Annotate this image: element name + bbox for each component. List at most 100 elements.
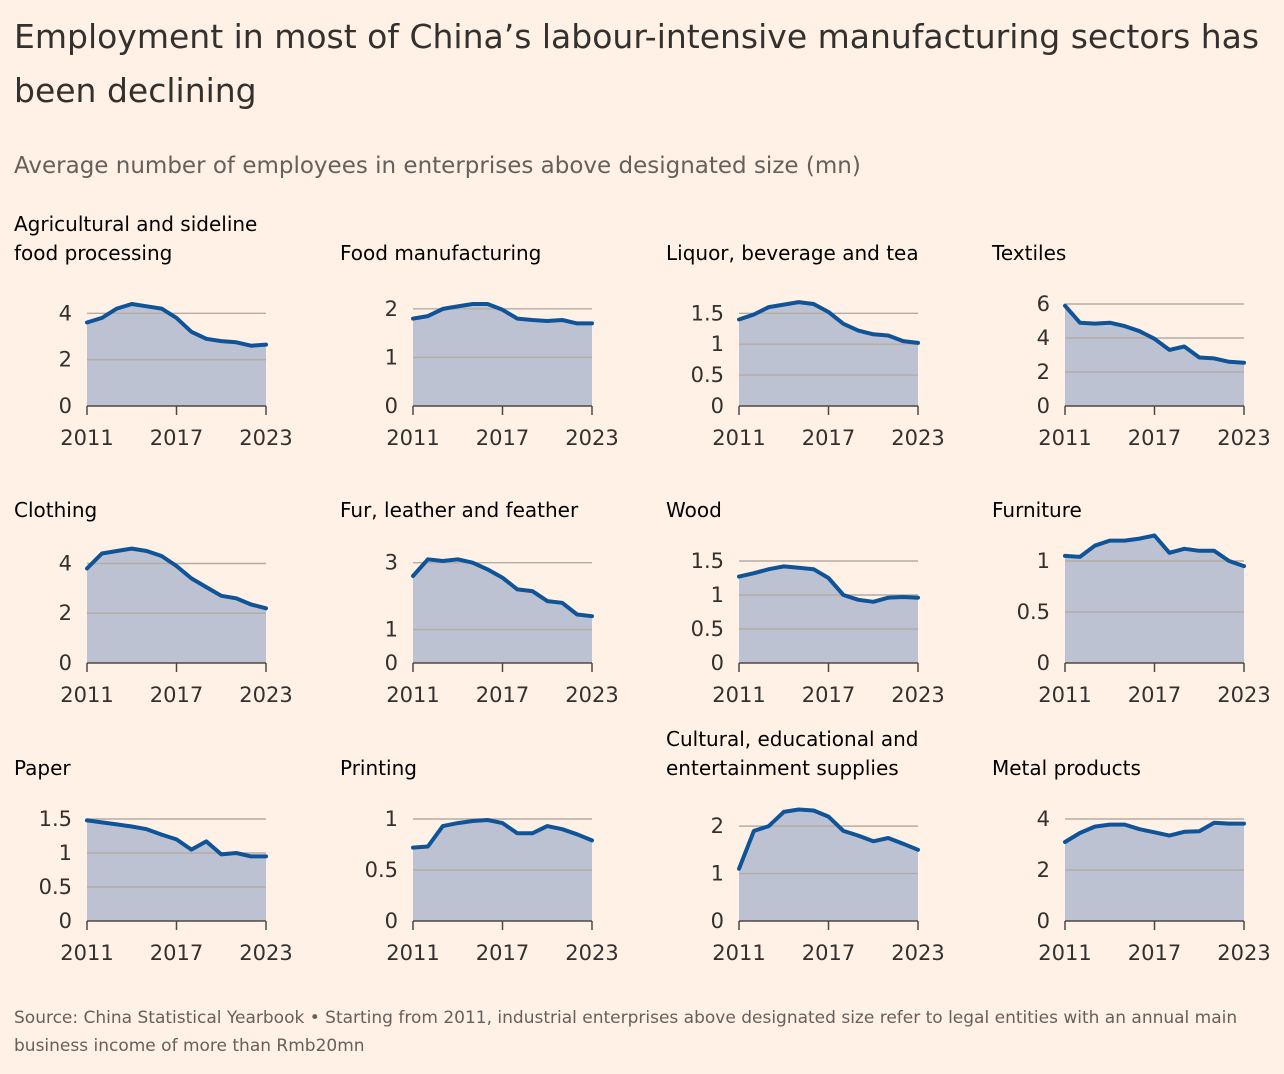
area-fill xyxy=(739,809,918,921)
panel-title: Clothing xyxy=(14,498,98,522)
y-tick-label: 0 xyxy=(385,909,398,933)
y-tick-label: 1.5 xyxy=(39,807,72,831)
panel-chart: 0 1 2 2011 2017 2023 xyxy=(711,807,945,965)
panel-chart: 0 0.5 1 2011 2017 2023 xyxy=(365,807,619,965)
x-tick-label: 2011 xyxy=(386,426,439,450)
area-fill xyxy=(1065,305,1244,406)
y-tick-label: 0.5 xyxy=(39,875,72,899)
x-tick-label: 2017 xyxy=(1128,941,1181,965)
area-fill xyxy=(87,548,266,663)
y-tick-label: 6 xyxy=(1037,292,1050,316)
x-tick-label: 2011 xyxy=(60,941,113,965)
y-tick-label: 0 xyxy=(1037,651,1050,675)
panel-chart: 0 1 2 2011 2017 2023 xyxy=(385,297,619,450)
x-tick-label: 2023 xyxy=(1217,683,1270,707)
area-fill xyxy=(739,302,918,406)
x-tick-label: 2017 xyxy=(802,941,855,965)
panel-chart: 0 0.5 1 2011 2017 2023 xyxy=(1017,533,1271,707)
panel-fur: Fur, leather and feather 0 1 3 2011 2017 2023 xyxy=(340,485,630,725)
y-tick-label: 0 xyxy=(59,909,72,933)
y-tick-label: 2 xyxy=(385,297,398,321)
x-tick-label: 2011 xyxy=(386,683,439,707)
x-tick-label: 2017 xyxy=(802,426,855,450)
x-tick-label: 2011 xyxy=(1038,941,1091,965)
panel-chart: 0 2 4 2011 2017 2023 xyxy=(59,546,293,707)
y-tick-label: 0 xyxy=(385,394,398,418)
y-tick-label: 4 xyxy=(59,301,72,325)
y-tick-label: 4 xyxy=(1037,807,1050,831)
panel-chart: 0 2 4 6 2011 2017 2023 xyxy=(1037,292,1271,450)
y-tick-label: 0.5 xyxy=(691,617,724,641)
series-line xyxy=(737,300,920,345)
series-line xyxy=(411,818,594,850)
x-tick-label: 2017 xyxy=(802,683,855,707)
chart-title: Employment in most of China’s labour-int… xyxy=(14,17,1260,110)
panel-cultural: Cultural, educational and entertainment … xyxy=(666,727,956,983)
area-fill xyxy=(87,820,266,921)
y-tick-label: 1.5 xyxy=(691,301,724,325)
panel-printing: Printing 0 0.5 1 2011 2017 2023 xyxy=(340,743,630,983)
panel-title: Metal products xyxy=(992,756,1141,780)
panel-title: Wood xyxy=(666,498,722,522)
x-tick-label: 2023 xyxy=(891,941,944,965)
panel-chart: 0 2 4 2011 2017 2023 xyxy=(1037,807,1271,965)
y-tick-label: 0 xyxy=(59,394,72,418)
y-tick-label: 0 xyxy=(59,651,72,675)
y-tick-label: 0.5 xyxy=(691,363,724,387)
area-fill xyxy=(413,304,592,406)
series-line xyxy=(411,557,594,619)
y-tick-label: 1 xyxy=(711,583,724,607)
x-tick-label: 2011 xyxy=(712,426,765,450)
y-tick-label: 4 xyxy=(59,551,72,575)
area-fill xyxy=(739,566,918,663)
series-line xyxy=(737,807,920,871)
x-tick-label: 2023 xyxy=(1217,426,1270,450)
y-tick-label: 0 xyxy=(1037,394,1050,418)
x-tick-label: 2017 xyxy=(150,941,203,965)
panel-paper: Paper 0 0.5 1 1.5 2011 2017 2023 xyxy=(14,743,304,983)
x-tick-label: 2023 xyxy=(239,941,292,965)
y-tick-label: 2 xyxy=(1037,360,1050,384)
area-fill xyxy=(1065,535,1244,663)
y-tick-label: 2 xyxy=(1037,858,1050,882)
panel-chart: 0 1 3 2011 2017 2023 xyxy=(385,551,619,707)
x-tick-label: 2023 xyxy=(565,941,618,965)
panel-agricultural: Agricultural and sideline food processin… xyxy=(14,212,304,468)
y-tick-label: 1.5 xyxy=(691,549,724,573)
series-line xyxy=(411,302,594,326)
panel-title: Printing xyxy=(340,756,417,780)
panel-wood: Wood 0 0.5 1 1.5 2011 2017 2023 xyxy=(666,485,956,725)
panel-title: Fur, leather and feather xyxy=(340,498,579,522)
y-tick-label: 1 xyxy=(711,862,724,886)
area-fill xyxy=(1065,822,1244,921)
panel-clothing: Clothing 0 2 4 2011 2017 2023 xyxy=(14,485,304,725)
series-line xyxy=(1063,303,1246,365)
series-line xyxy=(85,546,268,611)
panel-food-manufacturing: Food manufacturing 0 1 2 2011 2017 2023 xyxy=(340,228,630,468)
x-tick-label: 2017 xyxy=(150,426,203,450)
x-tick-label: 2011 xyxy=(60,426,113,450)
panel-title: Food manufacturing xyxy=(340,241,542,265)
x-tick-label: 2011 xyxy=(60,683,113,707)
y-tick-label: 3 xyxy=(385,551,398,575)
x-tick-label: 2023 xyxy=(1217,941,1270,965)
x-tick-label: 2023 xyxy=(565,426,618,450)
y-tick-label: 2 xyxy=(59,348,72,372)
x-tick-label: 2023 xyxy=(891,683,944,707)
area-fill xyxy=(87,304,266,406)
x-tick-label: 2023 xyxy=(239,426,292,450)
series-line xyxy=(737,564,920,604)
panel-chart: 0 0.5 1 1.5 2011 2017 2023 xyxy=(691,549,945,707)
y-tick-label: 0 xyxy=(711,394,724,418)
x-tick-label: 2011 xyxy=(1038,683,1091,707)
area-fill xyxy=(413,559,592,663)
y-tick-label: 1 xyxy=(59,841,72,865)
panel-furniture: Furniture 0 0.5 1 2011 2017 2023 xyxy=(992,485,1282,725)
series-line xyxy=(1063,820,1246,844)
panel-title: Paper xyxy=(14,756,71,780)
x-tick-label: 2011 xyxy=(712,683,765,707)
y-tick-label: 1 xyxy=(1037,549,1050,573)
y-tick-label: 2 xyxy=(59,601,72,625)
x-tick-label: 2011 xyxy=(1038,426,1091,450)
y-tick-label: 0 xyxy=(711,651,724,675)
